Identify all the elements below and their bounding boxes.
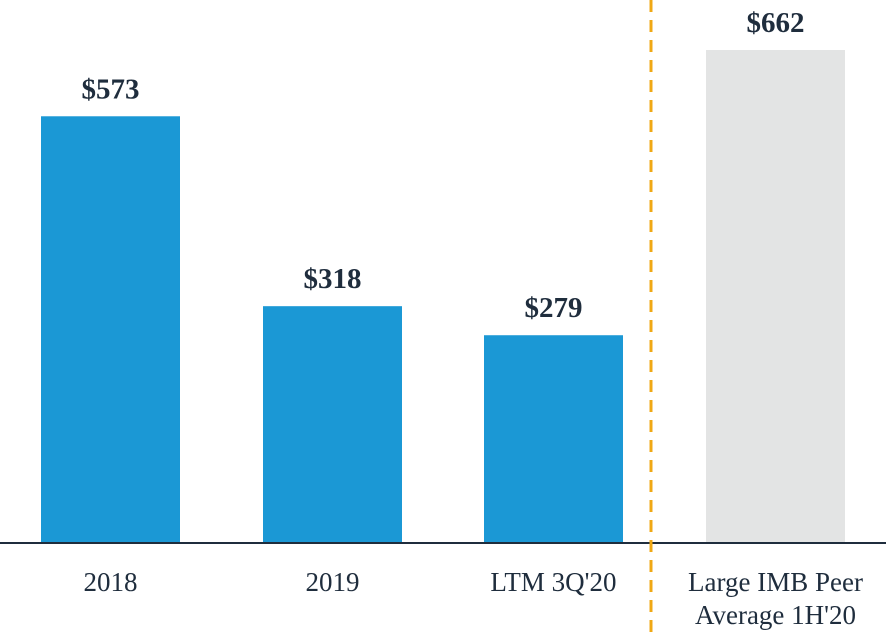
category-label-line: LTM 3Q'20 <box>490 567 616 597</box>
bar-1 <box>41 116 180 544</box>
category-label-line: Average 1H'20 <box>695 600 856 630</box>
bar-2 <box>263 306 402 543</box>
value-label-3: $279 <box>525 292 583 324</box>
category-label-line: Large IMB Peer <box>688 567 863 597</box>
value-label-2: $318 <box>304 263 362 295</box>
category-label-1: 2018 <box>84 567 138 597</box>
category-label-2: 2019 <box>306 567 360 597</box>
value-label-4: $662 <box>747 7 805 39</box>
value-label-1: $573 <box>82 73 140 105</box>
bar-4 <box>706 50 845 543</box>
category-label-line: 2019 <box>306 567 360 597</box>
category-labels-group: 2018 2019 LTM 3Q'20 Large IMB Peer Average 1… <box>84 567 863 630</box>
category-label-3: LTM 3Q'20 <box>490 567 616 597</box>
category-label-4: Large IMB Peer Average 1H'20 <box>688 567 863 630</box>
value-labels-group: $573 $318 $279 $662 <box>82 7 805 324</box>
bar-3 <box>484 335 623 543</box>
category-label-line: 2018 <box>84 567 138 597</box>
bars-group <box>41 50 845 544</box>
